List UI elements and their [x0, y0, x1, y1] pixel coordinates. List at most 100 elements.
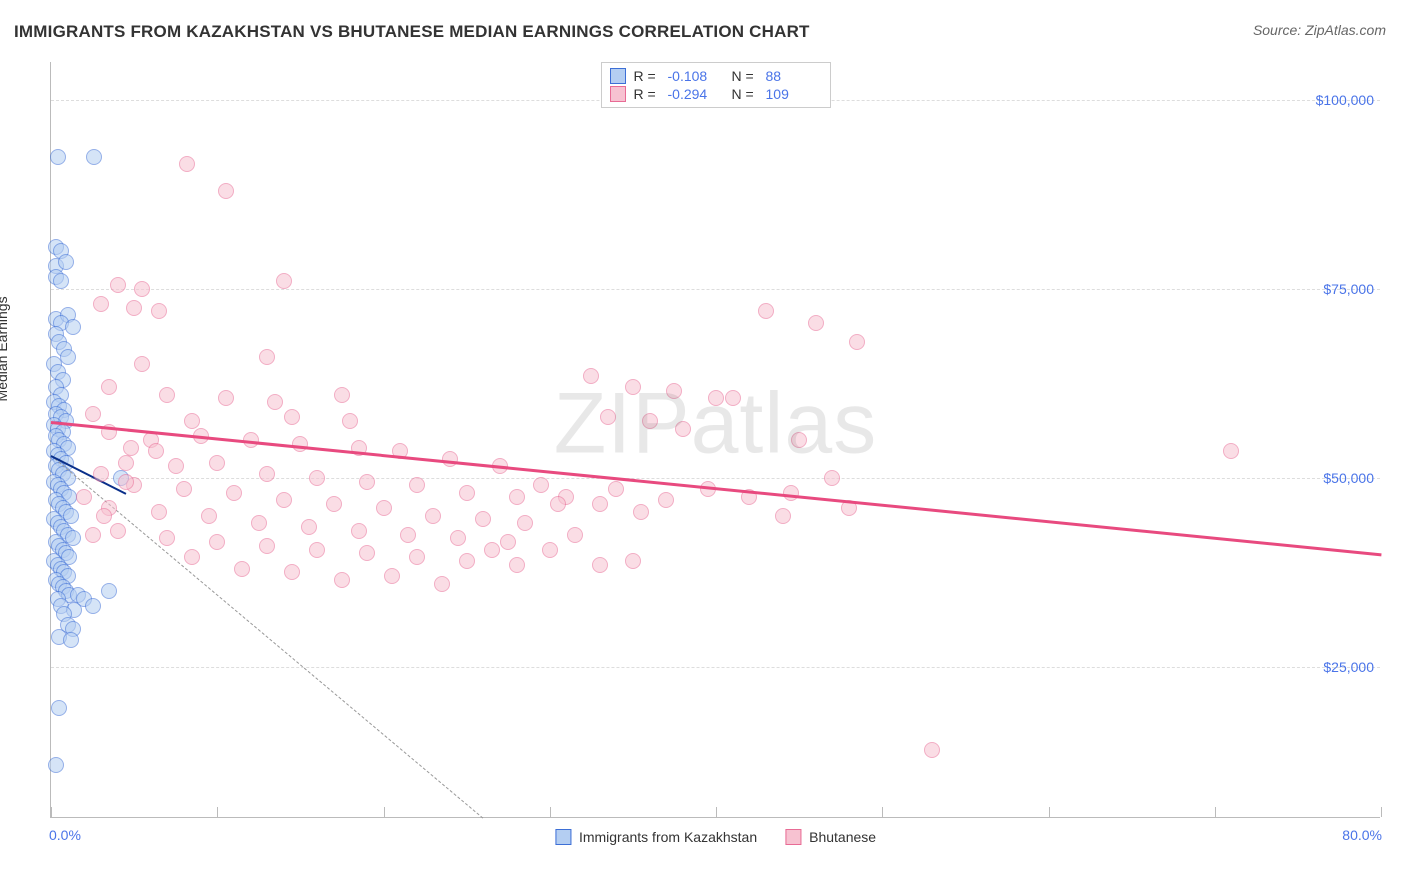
scatter-point-bhutanese — [259, 349, 275, 365]
scatter-point-bhutanese — [85, 527, 101, 543]
legend-r-value: -0.294 — [668, 86, 724, 102]
x-axis-max: 80.0% — [1342, 827, 1382, 843]
scatter-point-bhutanese — [542, 542, 558, 558]
legend-swatch — [610, 86, 626, 102]
y-tick-label: $50,000 — [1323, 470, 1374, 486]
scatter-point-bhutanese — [76, 489, 92, 505]
legend-n-label: N = — [732, 68, 758, 84]
legend-label: Bhutanese — [809, 829, 876, 845]
scatter-point-bhutanese — [725, 390, 741, 406]
chart-title: IMMIGRANTS FROM KAZAKHSTAN VS BHUTANESE … — [14, 22, 810, 42]
scatter-point-bhutanese — [168, 458, 184, 474]
scatter-point-bhutanese — [376, 500, 392, 516]
legend-item: Bhutanese — [785, 829, 876, 845]
scatter-point-kazakhstan — [85, 598, 101, 614]
scatter-point-bhutanese — [849, 334, 865, 350]
legend-r-label: R = — [634, 68, 660, 84]
scatter-point-bhutanese — [824, 470, 840, 486]
scatter-point-bhutanese — [234, 561, 250, 577]
scatter-point-kazakhstan — [86, 149, 102, 165]
scatter-point-bhutanese — [384, 568, 400, 584]
scatter-point-bhutanese — [425, 508, 441, 524]
scatter-point-bhutanese — [309, 542, 325, 558]
scatter-point-bhutanese — [276, 273, 292, 289]
legend-swatch — [785, 829, 801, 845]
scatter-point-bhutanese — [517, 515, 533, 531]
scatter-point-bhutanese — [484, 542, 500, 558]
scatter-point-bhutanese — [666, 383, 682, 399]
scatter-point-bhutanese — [176, 481, 192, 497]
legend-swatch — [555, 829, 571, 845]
scatter-point-bhutanese — [658, 492, 674, 508]
scatter-point-bhutanese — [148, 443, 164, 459]
scatter-point-bhutanese — [85, 406, 101, 422]
series-legend: Immigrants from KazakhstanBhutanese — [555, 829, 876, 845]
scatter-point-bhutanese — [218, 390, 234, 406]
x-tick — [550, 807, 551, 817]
scatter-point-bhutanese — [101, 379, 117, 395]
scatter-point-bhutanese — [201, 508, 217, 524]
scatter-point-bhutanese — [334, 572, 350, 588]
scatter-point-bhutanese — [409, 477, 425, 493]
scatter-point-bhutanese — [184, 549, 200, 565]
scatter-point-bhutanese — [93, 296, 109, 312]
scatter-point-bhutanese — [259, 466, 275, 482]
scatter-point-bhutanese — [450, 530, 466, 546]
scatter-point-bhutanese — [118, 455, 134, 471]
legend-r-label: R = — [634, 86, 660, 102]
scatter-point-bhutanese — [400, 527, 416, 543]
scatter-point-bhutanese — [808, 315, 824, 331]
y-tick-label: $25,000 — [1323, 659, 1374, 675]
source-attribution: Source: ZipAtlas.com — [1253, 22, 1386, 38]
y-tick-label: $100,000 — [1316, 92, 1374, 108]
scatter-point-kazakhstan — [51, 700, 67, 716]
scatter-point-bhutanese — [924, 742, 940, 758]
legend-swatch — [610, 68, 626, 84]
scatter-point-bhutanese — [110, 277, 126, 293]
scatter-point-bhutanese — [110, 523, 126, 539]
scatter-point-kazakhstan — [65, 319, 81, 335]
scatter-point-bhutanese — [93, 466, 109, 482]
gridline-h — [51, 667, 1380, 668]
scatter-point-bhutanese — [633, 504, 649, 520]
scatter-point-kazakhstan — [63, 632, 79, 648]
gridline-h — [51, 289, 1380, 290]
scatter-point-bhutanese — [509, 489, 525, 505]
scatter-point-bhutanese — [267, 394, 283, 410]
scatter-point-bhutanese — [309, 470, 325, 486]
scatter-point-bhutanese — [758, 303, 774, 319]
scatter-point-bhutanese — [184, 413, 200, 429]
x-tick — [384, 807, 385, 817]
scatter-point-bhutanese — [284, 409, 300, 425]
scatter-point-bhutanese — [359, 474, 375, 490]
scatter-point-bhutanese — [409, 549, 425, 565]
scatter-point-bhutanese — [675, 421, 691, 437]
scatter-point-bhutanese — [159, 387, 175, 403]
scatter-point-bhutanese — [292, 436, 308, 452]
scatter-point-bhutanese — [342, 413, 358, 429]
scatter-point-bhutanese — [625, 379, 641, 395]
y-tick-label: $75,000 — [1323, 281, 1374, 297]
scatter-point-bhutanese — [608, 481, 624, 497]
plot-area: ZIPatlas R =-0.108N =88R =-0.294N =109 I… — [50, 62, 1380, 818]
scatter-point-bhutanese — [301, 519, 317, 535]
gridline-h — [51, 478, 1380, 479]
scatter-point-bhutanese — [459, 553, 475, 569]
scatter-point-bhutanese — [123, 440, 139, 456]
x-tick — [882, 807, 883, 817]
x-tick — [51, 807, 52, 817]
scatter-point-bhutanese — [475, 511, 491, 527]
scatter-point-bhutanese — [96, 508, 112, 524]
scatter-point-bhutanese — [500, 534, 516, 550]
x-tick — [716, 807, 717, 817]
scatter-point-bhutanese — [625, 553, 641, 569]
scatter-point-bhutanese — [209, 455, 225, 471]
scatter-point-bhutanese — [509, 557, 525, 573]
scatter-point-kazakhstan — [101, 583, 117, 599]
scatter-point-bhutanese — [218, 183, 234, 199]
scatter-point-bhutanese — [226, 485, 242, 501]
scatter-point-bhutanese — [567, 527, 583, 543]
legend-n-label: N = — [732, 86, 758, 102]
scatter-point-kazakhstan — [53, 273, 69, 289]
scatter-point-bhutanese — [179, 156, 195, 172]
